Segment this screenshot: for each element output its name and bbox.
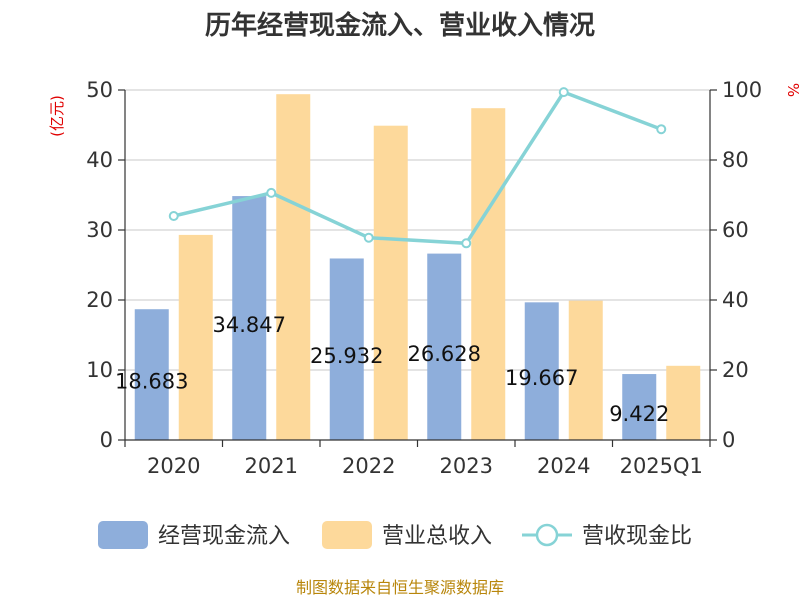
left-axis-unit: (亿元)	[48, 95, 66, 137]
bar-data-label: 18.683	[115, 370, 188, 394]
right-tick-label: 20	[722, 358, 749, 382]
bar-revenue	[666, 365, 701, 440]
bar-revenue	[276, 94, 311, 440]
bar-cash-inflow	[427, 253, 462, 440]
bar-revenue	[178, 234, 213, 440]
x-tick-label: 2025Q1	[620, 454, 703, 478]
legend-label: 营业总收入	[382, 524, 492, 549]
bar-cash-inflow	[134, 309, 169, 440]
ratio-point	[656, 124, 667, 135]
legend-swatch	[98, 521, 148, 549]
x-tick-label: 2022	[342, 454, 395, 478]
right-tick-label: 40	[722, 288, 749, 312]
bar-revenue	[471, 108, 506, 440]
right-tick-label: 80	[722, 148, 749, 172]
left-tick-label: 30	[86, 218, 113, 242]
bars	[134, 94, 701, 440]
ratio-point	[266, 187, 277, 198]
bar-revenue	[568, 300, 603, 440]
bar-data-label: 34.847	[213, 313, 286, 337]
bar-cash-inflow	[329, 258, 364, 440]
chart-title: 历年经营现金流入、营业收入情况	[205, 10, 595, 41]
ratio-point	[363, 232, 374, 243]
bar-cash-inflow	[524, 302, 559, 440]
right-tick-label: 0	[722, 428, 735, 452]
legend: 经营现金流入 营业总收入 营收现金比	[98, 521, 692, 549]
left-tick-label: 20	[86, 288, 113, 312]
ratio-line-path	[173, 89, 662, 246]
x-tick-label: 2021	[245, 454, 298, 478]
left-tick-label: 50	[86, 78, 113, 102]
bar-data-label: 9.422	[609, 402, 669, 426]
legend-label: 营收现金比	[582, 524, 692, 549]
right-tick-label: 60	[722, 218, 749, 242]
ratio-point	[558, 87, 569, 98]
grid	[125, 89, 710, 371]
legend-label: 经营现金流入	[158, 524, 290, 549]
bar-revenue	[373, 125, 408, 440]
left-tick-label: 10	[86, 358, 113, 382]
x-tick-label: 2020	[147, 454, 200, 478]
source-note: 制图数据来自恒生聚源数据库	[296, 578, 504, 597]
bar-data-label: 19.667	[505, 366, 578, 390]
bar-cash-inflow	[622, 374, 657, 440]
data-labels: 18.683 34.847 25.932 26.628 19.667 9.422	[115, 313, 669, 426]
left-tick-label: 40	[86, 148, 113, 172]
legend-swatch	[322, 521, 372, 549]
right-tick-label: 100	[722, 78, 762, 102]
legend-marker	[535, 523, 559, 547]
ratio-point	[168, 211, 179, 221]
right-axis-unit: %	[784, 83, 800, 97]
bar-data-label: 25.932	[310, 344, 383, 368]
bar-data-label: 26.628	[408, 342, 481, 366]
bar-cash-inflow	[232, 196, 267, 440]
left-tick-label: 0	[100, 428, 113, 452]
axes: 0 10 20 30 40 50 0 20 40 60 80 100 2020 2021 2022 2023 2…	[86, 78, 762, 478]
x-tick-label: 2024	[537, 454, 590, 478]
x-tick-label: 2023	[440, 454, 493, 478]
ratio-point	[461, 238, 472, 249]
ratio-line	[168, 87, 667, 249]
